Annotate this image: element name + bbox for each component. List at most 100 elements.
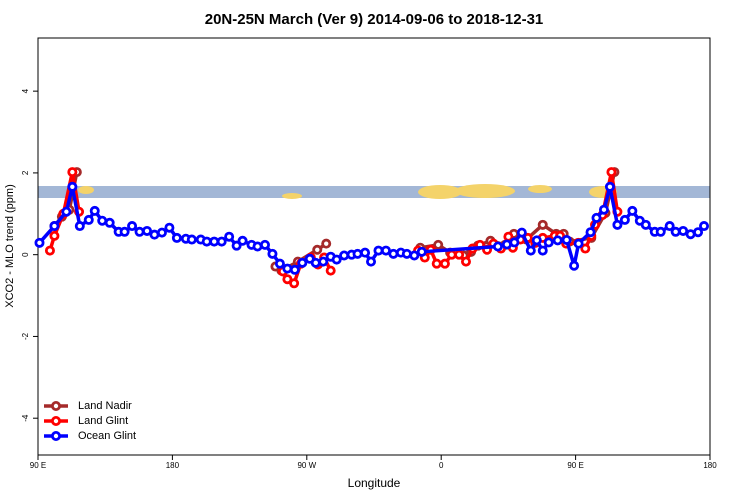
y-tick-label: -4 [21, 414, 30, 422]
data-point [591, 212, 602, 223]
data-point [606, 167, 617, 178]
data-point [49, 221, 60, 232]
data-point [274, 258, 285, 269]
data-point [289, 278, 300, 289]
y-tick-label: 4 [21, 88, 30, 93]
data-point [289, 264, 300, 275]
legend-marker [51, 415, 62, 426]
data-point [627, 205, 638, 216]
y-axis-label: XCO2 - MLO trend (ppm) [4, 184, 16, 307]
data-point [537, 219, 548, 230]
data-point [416, 246, 427, 257]
legend-marker [51, 430, 62, 441]
x-tick-label: 180 [166, 461, 180, 470]
data-point [310, 257, 321, 268]
data-point [380, 245, 391, 256]
legend-label: Ocean Glint [78, 430, 136, 442]
data-point [604, 181, 615, 192]
data-point [127, 221, 138, 232]
chart-title: 20N-25N March (Ver 9) 2014-09-06 to 2018… [205, 11, 544, 28]
data-point [409, 250, 420, 261]
data-point [44, 245, 55, 256]
data-point [561, 234, 572, 245]
data-point [573, 238, 584, 249]
data-point [171, 232, 182, 243]
data-point [186, 234, 197, 245]
data-point [492, 241, 503, 252]
legend-marker [51, 400, 62, 411]
data-point [401, 248, 412, 259]
data-point [366, 256, 377, 267]
data-point [67, 167, 78, 178]
data-point [49, 230, 60, 241]
data-point [352, 248, 363, 259]
y-tick-label: 2 [21, 170, 30, 175]
data-point [61, 206, 72, 217]
x-tick-label: 90 W [297, 461, 316, 470]
data-point [312, 244, 323, 255]
data-point [259, 239, 270, 250]
data-point [543, 237, 554, 248]
data-point [454, 249, 465, 260]
data-point [325, 265, 336, 276]
data-point [531, 235, 542, 246]
x-tick-label: 90 E [30, 461, 46, 470]
data-point [142, 225, 153, 236]
data-point [237, 235, 248, 246]
data-point [267, 248, 278, 259]
data-point [431, 258, 442, 269]
data-point [612, 219, 623, 230]
data-point [252, 241, 263, 252]
data-point [318, 256, 329, 267]
data-point [360, 247, 371, 258]
map-land [455, 184, 515, 198]
data-point [525, 245, 536, 256]
data-point [297, 257, 308, 268]
map-land [282, 193, 302, 199]
data-point [678, 225, 689, 236]
data-point [388, 248, 399, 259]
data-point [339, 250, 350, 261]
data-point [585, 227, 596, 238]
map-land [78, 186, 94, 194]
data-point [164, 222, 175, 233]
data-point [321, 238, 332, 249]
data-point [598, 204, 609, 215]
data-point [509, 237, 520, 248]
data-point [83, 214, 94, 225]
data-point [516, 227, 527, 238]
x-tick-label: 0 [439, 461, 444, 470]
data-point [693, 227, 704, 238]
x-tick-label: 90 E [567, 461, 583, 470]
data-point [580, 243, 591, 254]
map-land [418, 185, 462, 199]
map-land [528, 185, 552, 193]
data-point [104, 217, 115, 228]
legend-label: Land Glint [78, 415, 128, 427]
data-point [640, 219, 651, 230]
data-point [537, 245, 548, 256]
data-point [67, 181, 78, 192]
x-tick-label: 180 [703, 461, 717, 470]
data-point [282, 274, 293, 285]
data-point [282, 263, 293, 274]
data-point [89, 205, 100, 216]
data-point [670, 226, 681, 237]
legend-label: Land Nadir [78, 400, 132, 412]
data-point [439, 258, 450, 269]
legend: Land Nadir Land Glint Ocean Glint [44, 400, 136, 442]
data-point [224, 231, 235, 242]
data-point [433, 239, 444, 250]
data-point [655, 226, 666, 237]
data-point [460, 256, 471, 267]
data-point [34, 237, 45, 248]
data-point [119, 226, 130, 237]
x-axis-label: Longitude [348, 476, 401, 490]
y-tick-label: -2 [21, 332, 30, 340]
data-point [699, 221, 710, 232]
data-point [331, 254, 342, 265]
data-point [134, 226, 145, 237]
y-tick-label: 0 [21, 252, 30, 257]
data-point [231, 240, 242, 251]
